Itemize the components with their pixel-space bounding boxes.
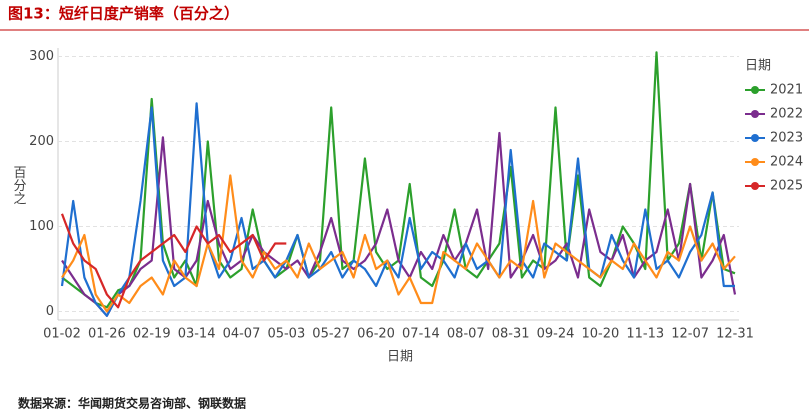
series-line	[61, 131, 737, 317]
series-line	[61, 51, 736, 309]
x-tick-label: 11-13	[626, 327, 664, 342]
x-tick-label: 06-20	[357, 327, 395, 342]
x-tick-label: 07-14	[402, 327, 440, 342]
x-tick-label: 12-07	[671, 327, 709, 342]
x-tick-label: 02-19	[133, 327, 171, 342]
x-tick-label: 08-31	[492, 327, 530, 342]
x-tick-label: 01-26	[88, 327, 126, 342]
legend-label: 2024	[770, 155, 803, 170]
y-tick-label: 100	[29, 219, 54, 234]
chart-title: 图13：短纤日度产销率（百分之）	[8, 5, 239, 23]
legend-marker	[751, 182, 759, 190]
x-tick-label: 12-31	[716, 327, 754, 342]
series-line	[61, 174, 736, 313]
legend-marker	[751, 86, 759, 94]
x-tick-label: 08-07	[447, 327, 485, 342]
y-tick-label: 200	[29, 134, 54, 149]
legend-title: 日期	[745, 59, 771, 74]
x-tick-label: 10-20	[582, 327, 620, 342]
legend-marker	[751, 134, 759, 142]
y-axis-label: 百分之	[11, 166, 27, 206]
series-line	[60, 213, 287, 309]
x-tick-label: 05-27	[312, 327, 350, 342]
y-tick-label: 300	[29, 49, 54, 64]
y-tick-label: 0	[46, 304, 54, 319]
legend-marker	[751, 110, 759, 118]
legend-label: 2021	[770, 83, 803, 98]
x-tick-label: 03-14	[178, 327, 216, 342]
source: 数据来源：华闻期货交易咨询部、钢联数据	[18, 396, 246, 411]
x-tick-label: 09-24	[537, 327, 575, 342]
series-line	[60, 102, 735, 317]
x-tick-label: 04-07	[223, 327, 261, 342]
legend-label: 2023	[770, 131, 803, 146]
x-axis-label: 日期	[387, 350, 413, 365]
legend-label: 2022	[770, 107, 803, 122]
legend-marker	[751, 158, 759, 166]
x-tick-label: 05-03	[267, 327, 305, 342]
x-tick-label: 01-02	[43, 327, 81, 342]
legend-label: 2025	[770, 179, 803, 194]
